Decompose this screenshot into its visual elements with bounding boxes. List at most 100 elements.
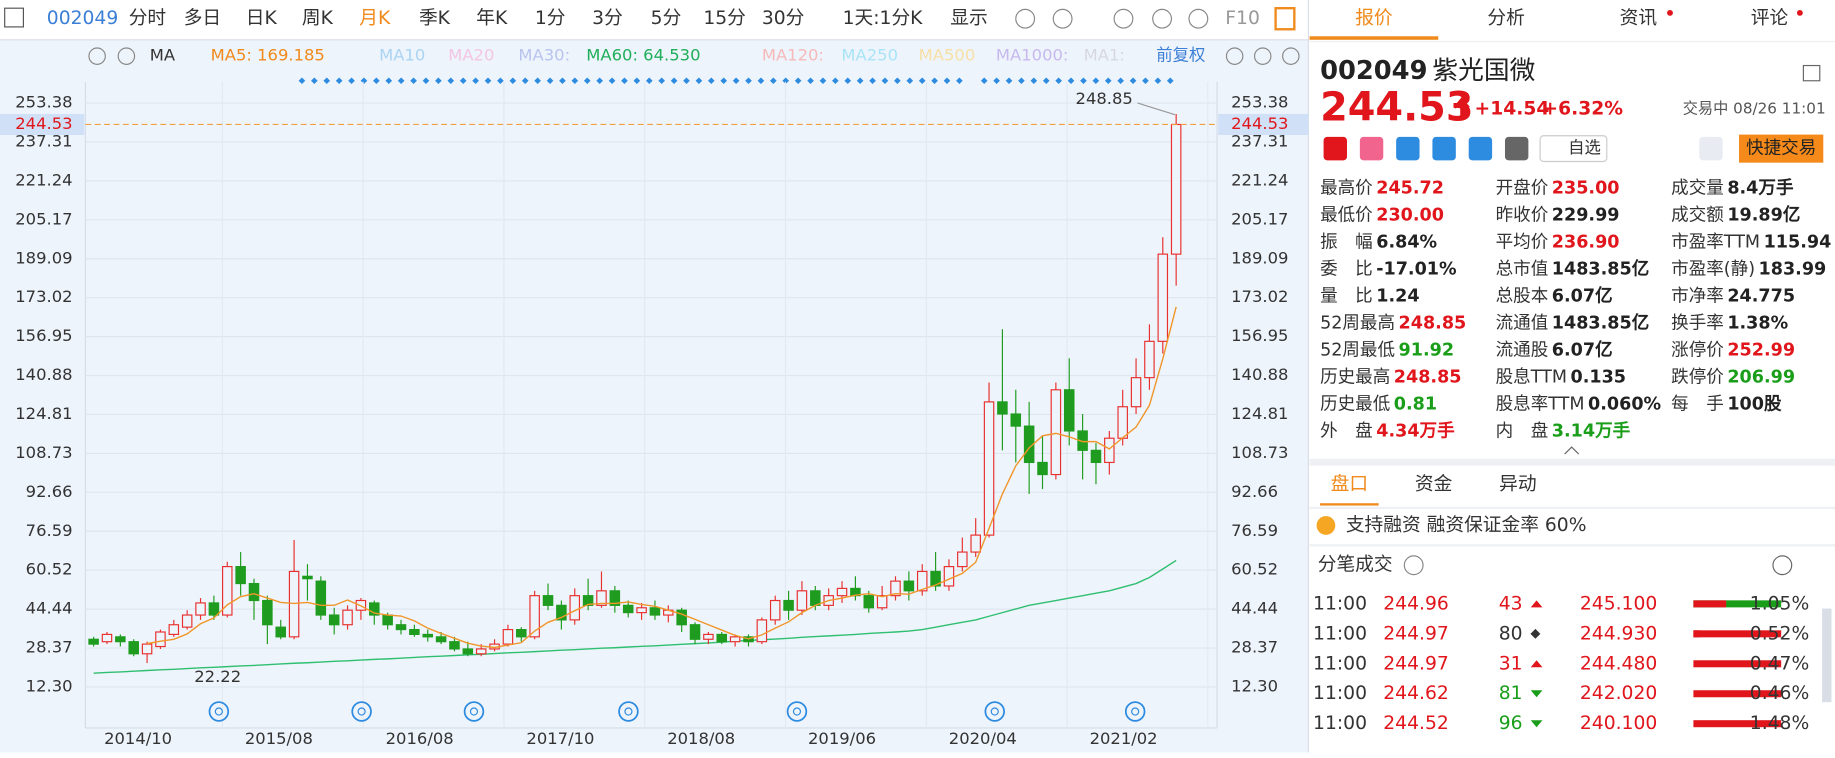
adjust-toggle[interactable]: 前复权 — [1156, 46, 1205, 65]
panel-icon[interactable] — [1802, 64, 1821, 82]
event-icon[interactable] — [463, 701, 485, 722]
panel-tab[interactable]: 分析 — [1487, 8, 1524, 29]
tool-icon[interactable] — [1188, 8, 1209, 29]
ma-label[interactable]: MA — [150, 46, 176, 65]
zoom-icon[interactable] — [1253, 47, 1272, 65]
more-icon[interactable] — [1772, 555, 1793, 576]
feature-icon[interactable] — [1504, 136, 1529, 161]
event-icon[interactable] — [786, 701, 808, 722]
candle-body — [1050, 389, 1062, 476]
candle-body — [716, 633, 728, 643]
sub-tab[interactable]: 盘口 — [1331, 474, 1368, 495]
period-tab[interactable]: 日K — [246, 8, 278, 29]
tool-icon[interactable] — [1015, 8, 1036, 29]
tool-icon[interactable] — [1052, 8, 1073, 29]
candle-body — [609, 590, 621, 606]
tool-icon[interactable] — [1113, 8, 1134, 29]
stat-label: 历史最高 — [1320, 368, 1390, 388]
event-icon[interactable] — [351, 701, 372, 722]
period-tab[interactable]: 分时 — [129, 8, 166, 29]
sub-tab[interactable]: 异动 — [1499, 474, 1536, 495]
level-pct: 0.47% — [1750, 653, 1809, 674]
stat-value: 1.24 — [1376, 287, 1419, 307]
period-select[interactable]: 1天:1分K — [843, 8, 924, 29]
menu-icon[interactable] — [4, 7, 24, 28]
feature-icon[interactable] — [1359, 136, 1384, 161]
candle-body — [863, 595, 875, 609]
stat-label: 总股本 — [1496, 287, 1549, 307]
period-tab[interactable]: 年K — [476, 8, 508, 29]
x-tick-label: 2014/10 — [104, 729, 172, 748]
sub-tab[interactable]: 资金 — [1415, 474, 1453, 495]
y-tick-label: 108.73 — [1231, 443, 1288, 462]
help-icon[interactable] — [1403, 555, 1424, 576]
event-marker — [311, 77, 318, 85]
period-tab[interactable]: 月K — [359, 8, 391, 29]
period-tab[interactable]: 多日 — [184, 8, 221, 29]
feature-icon[interactable] — [1323, 136, 1347, 161]
period-tab[interactable]: 15分 — [703, 8, 746, 29]
event-icon[interactable] — [208, 701, 230, 722]
trade-volume: 81 — [1499, 683, 1523, 704]
low-annotation: 22.22 — [194, 667, 241, 686]
period-tab[interactable]: 1分 — [535, 8, 566, 29]
event-icon[interactable] — [618, 701, 639, 722]
y-tick-label: 156.95 — [1231, 326, 1288, 345]
panel-tab[interactable]: 资讯 — [1620, 8, 1658, 29]
trade-price: 244.62 — [1383, 683, 1448, 704]
candle-body — [516, 628, 527, 638]
stat-label: 流通股 — [1496, 341, 1549, 361]
feature-icon[interactable] — [1432, 136, 1456, 161]
zoom-icon[interactable] — [1225, 47, 1244, 65]
stat-label: 涨停价 — [1671, 341, 1724, 361]
event-icon[interactable] — [984, 701, 1005, 722]
stat-value: 0.135 — [1571, 368, 1627, 388]
candle-body — [983, 401, 995, 536]
stat-value: 8.4万手 — [1727, 177, 1794, 198]
event-icon[interactable] — [1124, 701, 1146, 722]
collapse-caret[interactable] — [1564, 446, 1580, 455]
event-marker — [447, 77, 455, 85]
price-tag — [1218, 113, 1309, 136]
stat-value: 6.07亿 — [1552, 286, 1613, 307]
candle-body — [556, 604, 567, 621]
period-tab[interactable]: 30分 — [762, 8, 805, 29]
panel-tab[interactable]: 评论 — [1751, 8, 1789, 29]
candle-body — [502, 628, 514, 645]
event-marker — [472, 77, 479, 85]
feature-icon[interactable] — [1396, 136, 1420, 161]
bell-button[interactable] — [1699, 136, 1723, 161]
period-tab[interactable]: 季K — [419, 8, 451, 29]
tool-icon[interactable] — [1152, 8, 1173, 29]
stat-value: 4.34万手 — [1376, 421, 1455, 442]
stat-value: 24.775 — [1727, 287, 1795, 307]
ma-value: MA30: — [518, 46, 570, 65]
candle-body — [1130, 377, 1142, 408]
candle-body — [1157, 253, 1169, 342]
ratio-bar — [1693, 600, 1782, 608]
y-tick-label: 205.17 — [1231, 209, 1288, 228]
candle-body — [382, 614, 393, 626]
panel-tab[interactable]: 报价 — [1355, 8, 1393, 29]
stat-value: 1.38% — [1727, 314, 1788, 334]
candle-body — [222, 566, 233, 616]
ma-icon[interactable] — [117, 47, 136, 65]
candle-body — [542, 595, 554, 606]
period-tab[interactable]: 3分 — [592, 8, 623, 29]
zoom-icon[interactable] — [1282, 47, 1300, 65]
period-tab[interactable]: 5分 — [651, 8, 682, 29]
period-tab[interactable]: 周K — [302, 8, 334, 29]
feature-icon[interactable] — [1468, 136, 1493, 161]
current-price-label: 244.53 — [1231, 114, 1288, 133]
layout-icon[interactable] — [1274, 7, 1296, 31]
watch-button[interactable] — [1539, 135, 1608, 163]
f10-button[interactable]: F10 — [1225, 8, 1260, 29]
ma-icon[interactable] — [88, 47, 106, 65]
trade-button[interactable] — [1739, 134, 1824, 163]
display-menu[interactable]: 显示 — [950, 8, 987, 29]
scrollbar[interactable] — [1822, 608, 1832, 703]
stat-value: 19.89亿 — [1727, 204, 1800, 225]
stat-value: 3.14万手 — [1552, 421, 1631, 442]
event-marker — [608, 77, 616, 85]
